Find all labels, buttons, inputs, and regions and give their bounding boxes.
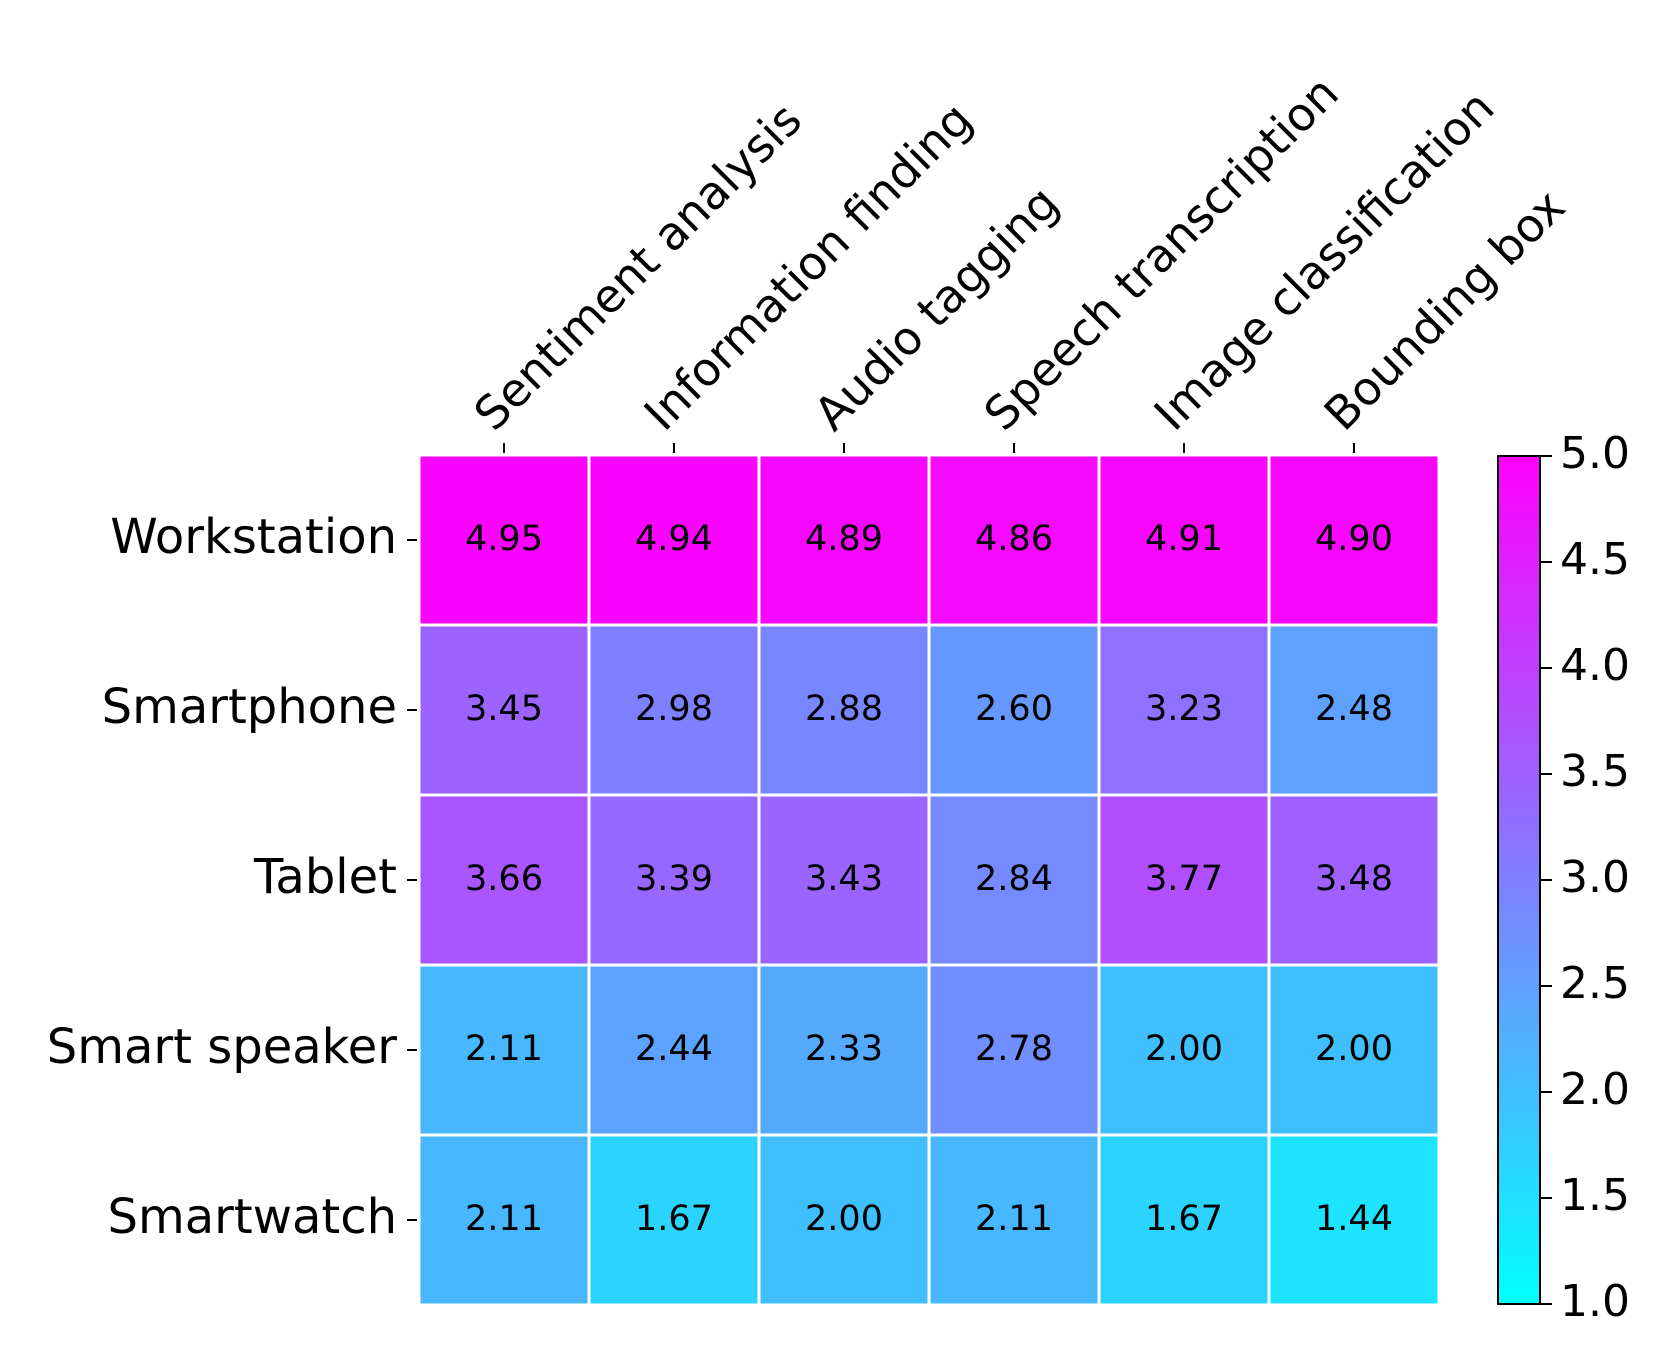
heatmap-cell — [927, 623, 1101, 797]
colorbar: 1.0 1.5 2.0 2.5 3.0 3.5 4.0 4.5 5.0 — [1497, 428, 1630, 1327]
heatmap-cell-value: 1.67 — [1145, 1199, 1223, 1239]
colorbar-tick-label: 4.5 — [1560, 534, 1630, 585]
heatmap-cell — [1267, 963, 1441, 1137]
heatmap-cell-value: 3.45 — [465, 689, 543, 729]
colorbar-tick-label: 3.5 — [1560, 746, 1630, 797]
heatmap-cell-value: 2.11 — [465, 1199, 543, 1239]
heatmap-cell — [587, 623, 761, 797]
heatmap-cell — [417, 963, 591, 1137]
heatmap-cell-value: 2.44 — [635, 1029, 713, 1069]
heatmap-cell-value: 4.86 — [975, 519, 1053, 559]
colorbar-tick-label: 4.0 — [1560, 640, 1630, 691]
heatmap-cell-value: 2.00 — [805, 1199, 883, 1239]
heatmap-cell-value: 2.00 — [1145, 1029, 1223, 1069]
heatmap-cell-value: 4.89 — [805, 519, 883, 559]
heatmap-cell-value: 3.39 — [635, 859, 713, 899]
heatmap-cell-value: 1.67 — [635, 1199, 713, 1239]
heatmap-cell-value: 3.66 — [465, 859, 543, 899]
colorbar-tick-label: 1.5 — [1560, 1170, 1630, 1221]
column-label: Sentiment analysis — [464, 92, 812, 440]
column-label: Image classification — [1144, 80, 1505, 441]
column-label: Information finding — [634, 92, 983, 441]
colorbar-tick-label: 1.0 — [1560, 1276, 1630, 1327]
heatmap-cell-value: 2.60 — [975, 689, 1053, 729]
heatmap-cell-value: 2.33 — [805, 1029, 883, 1069]
colorbar-ticks: 1.0 1.5 2.0 2.5 3.0 3.5 4.0 4.5 5.0 — [1540, 428, 1630, 1327]
row-axis: Workstation Smartphone Tablet Smart speaker… — [47, 509, 417, 1245]
heatmap-cell-value: 2.11 — [975, 1199, 1053, 1239]
colorbar-tick-label: 2.5 — [1560, 958, 1630, 1009]
row-label: Smartphone — [102, 679, 397, 735]
heatmap-cell-value: 3.48 — [1315, 859, 1393, 899]
heatmap-cell — [1267, 1133, 1441, 1307]
colorbar-gradient — [1497, 455, 1541, 1305]
heatmap-cell — [1097, 963, 1271, 1137]
heatmap-cell-value: 1.44 — [1315, 1199, 1393, 1239]
heatmap-cell-value: 2.78 — [975, 1029, 1053, 1069]
heatmap-cell — [1097, 1133, 1271, 1307]
heatmap-cell-value: 3.23 — [1145, 689, 1223, 729]
heatmap-cell-value: 2.11 — [465, 1029, 543, 1069]
heatmap-cell-value: 4.91 — [1145, 519, 1223, 559]
heatmap-cell — [1267, 793, 1441, 967]
heatmap-cell — [927, 793, 1101, 967]
heatmap-cell-values: 4.95 4.94 4.89 4.86 4.91 4.90 3.45 2.98 2.88 2.60… — [465, 519, 1393, 1239]
heatmap-cell — [757, 963, 931, 1137]
row-label: Workstation — [110, 509, 397, 565]
heatmap-cell — [417, 453, 591, 627]
heatmap-cell — [417, 1133, 591, 1307]
heatmap-cell-value: 4.90 — [1315, 519, 1393, 559]
colorbar-tick-label: 2.0 — [1560, 1064, 1630, 1115]
heatmap-cells — [417, 453, 1441, 1307]
heatmap-cell — [927, 1133, 1101, 1307]
colorbar-tick-label: 5.0 — [1560, 428, 1630, 479]
heatmap-cell-value: 3.43 — [805, 859, 883, 899]
heatmap-cell-value: 2.88 — [805, 689, 883, 729]
heatmap-cell-value: 2.48 — [1315, 689, 1393, 729]
heatmap-cell — [757, 453, 931, 627]
heatmap-cell-value: 2.98 — [635, 689, 713, 729]
heatmap-cell — [927, 963, 1101, 1137]
heatmap-cell-value: 4.95 — [465, 519, 543, 559]
row-label: Smart speaker — [47, 1019, 397, 1075]
row-label: Tablet — [253, 849, 397, 905]
heatmap-cell — [1267, 453, 1441, 627]
heatmap-cell — [587, 963, 761, 1137]
heatmap-cell-value: 2.00 — [1315, 1029, 1393, 1069]
heatmap-cell-value: 4.94 — [635, 519, 713, 559]
heatmap-cell — [587, 453, 761, 627]
colorbar-tick-label: 3.0 — [1560, 852, 1630, 903]
heatmap-cell — [1097, 793, 1271, 967]
heatmap-cell-value: 3.77 — [1145, 859, 1223, 899]
heatmap-cell — [1267, 623, 1441, 797]
heatmap-cell — [757, 1133, 931, 1307]
heatmap-cell-value: 2.84 — [975, 859, 1053, 899]
row-label: Smartwatch — [108, 1189, 398, 1245]
heatmap-cell — [587, 793, 761, 967]
